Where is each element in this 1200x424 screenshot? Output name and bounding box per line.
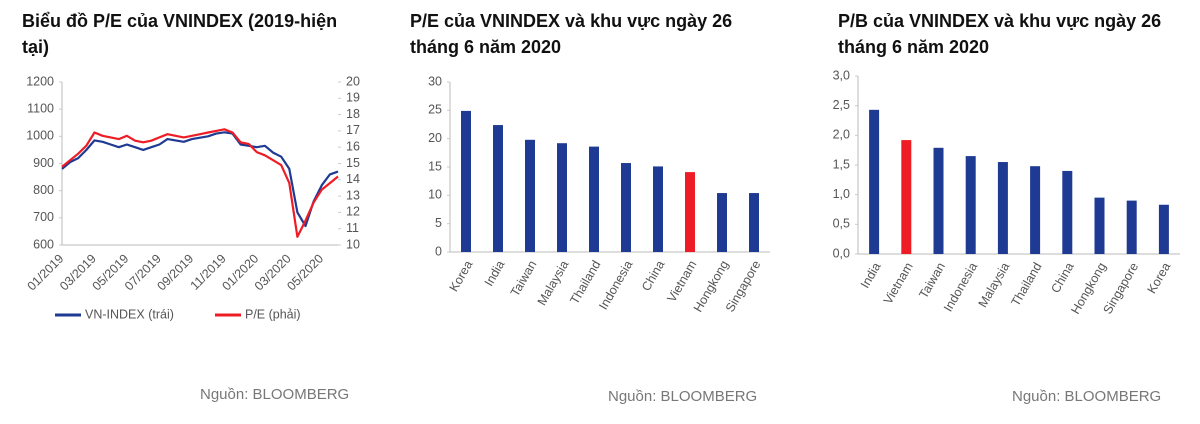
x-tick-label: Taiwan	[508, 258, 540, 299]
y-tick-label: 0,0	[833, 246, 850, 260]
y-tick-label: 700	[33, 210, 54, 224]
bar	[461, 110, 471, 253]
x-tick-label: Korea	[447, 258, 476, 294]
x-tick-label: Vietnam	[881, 260, 916, 307]
line-series	[61, 131, 339, 228]
x-tick-label: Malaysia	[976, 260, 1013, 310]
y-tick-label: 1000	[26, 129, 54, 143]
y-tick-label: 0	[435, 244, 442, 258]
y2-tick-label: 16	[346, 139, 360, 153]
x-tick-label: 05/2020	[284, 252, 326, 294]
bar	[621, 163, 631, 252]
x-tick-label: China	[1048, 260, 1076, 295]
bar	[901, 140, 912, 254]
bar	[1094, 197, 1105, 254]
x-tick-label: India	[482, 258, 508, 289]
bar	[965, 156, 976, 254]
y-tick-label: 2,0	[833, 128, 850, 142]
y-tick-label: 5	[435, 216, 442, 230]
y-tick-label: 1,0	[833, 187, 850, 201]
y2-tick-label: 12	[346, 205, 360, 219]
y-tick-label: 900	[33, 156, 54, 170]
y-tick-label: 600	[33, 237, 54, 251]
bar	[717, 193, 727, 252]
bar	[869, 109, 880, 254]
y2-tick-label: 17	[346, 123, 360, 137]
y-tick-label: 0,5	[833, 217, 850, 231]
y-tick-label: 30	[428, 74, 442, 88]
y2-tick-label: 19	[346, 91, 360, 105]
y2-tick-label: 11	[346, 221, 359, 235]
x-tick-label: 09/2019	[154, 252, 196, 294]
line-series	[61, 128, 339, 238]
bar	[997, 162, 1008, 254]
legend-label: P/E (phải)	[245, 307, 301, 321]
bar	[1030, 166, 1041, 254]
chart-title: Biểu đồ P/E của VNINDEX (2019-hiện tại)	[22, 11, 338, 57]
bar	[557, 143, 567, 252]
x-tick-label: India	[858, 260, 884, 291]
source: Nguồn: BLOOMBERG	[608, 388, 758, 405]
y2-tick-label: 18	[346, 107, 360, 121]
bar	[1062, 170, 1073, 254]
chart-title: P/E của VNINDEX và khu vực ngày 26 tháng…	[410, 11, 733, 57]
x-tick-label: Thailand	[567, 258, 603, 307]
y-tick-label: 2,5	[833, 98, 850, 112]
y-tick-label: 3,0	[833, 68, 850, 82]
bar	[933, 147, 944, 254]
x-tick-label: Malaysia	[535, 258, 572, 308]
y-tick-label: 20	[428, 131, 442, 145]
y-tick-label: 1100	[27, 101, 54, 115]
y-tick-label: 1200	[26, 74, 54, 88]
bar	[653, 166, 663, 252]
x-tick-label: China	[639, 258, 667, 293]
bar	[1158, 204, 1169, 254]
y2-tick-label: 13	[346, 188, 360, 202]
chart-title: P/B của VNINDEX và khu vực ngày 26 tháng…	[838, 11, 1162, 57]
bar	[493, 125, 503, 252]
y-tick-label: 1,5	[833, 157, 850, 171]
x-tick-label: Thailand	[1008, 260, 1044, 309]
bar	[1126, 200, 1137, 254]
bar	[749, 193, 759, 252]
bar	[525, 139, 535, 252]
y-tick-label: 800	[33, 183, 54, 197]
x-tick-label: Korea	[1145, 260, 1174, 296]
source: Nguồn: BLOOMBERG	[1012, 388, 1162, 405]
x-tick-label: Taiwan	[916, 260, 948, 301]
y2-tick-label: 15	[346, 156, 360, 170]
bar	[685, 172, 695, 252]
x-tick-label: Vietnam	[665, 258, 700, 305]
source: Nguồn: BLOOMBERG	[200, 386, 350, 403]
legend-label: VN-INDEX (trái)	[85, 307, 174, 321]
y2-tick-label: 14	[346, 172, 360, 186]
y-tick-label: 10	[428, 188, 442, 202]
y2-tick-label: 10	[346, 237, 360, 251]
y-tick-label: 15	[428, 159, 442, 173]
y-tick-label: 25	[428, 103, 442, 117]
y2-tick-label: 20	[346, 74, 360, 88]
bar	[589, 146, 599, 252]
